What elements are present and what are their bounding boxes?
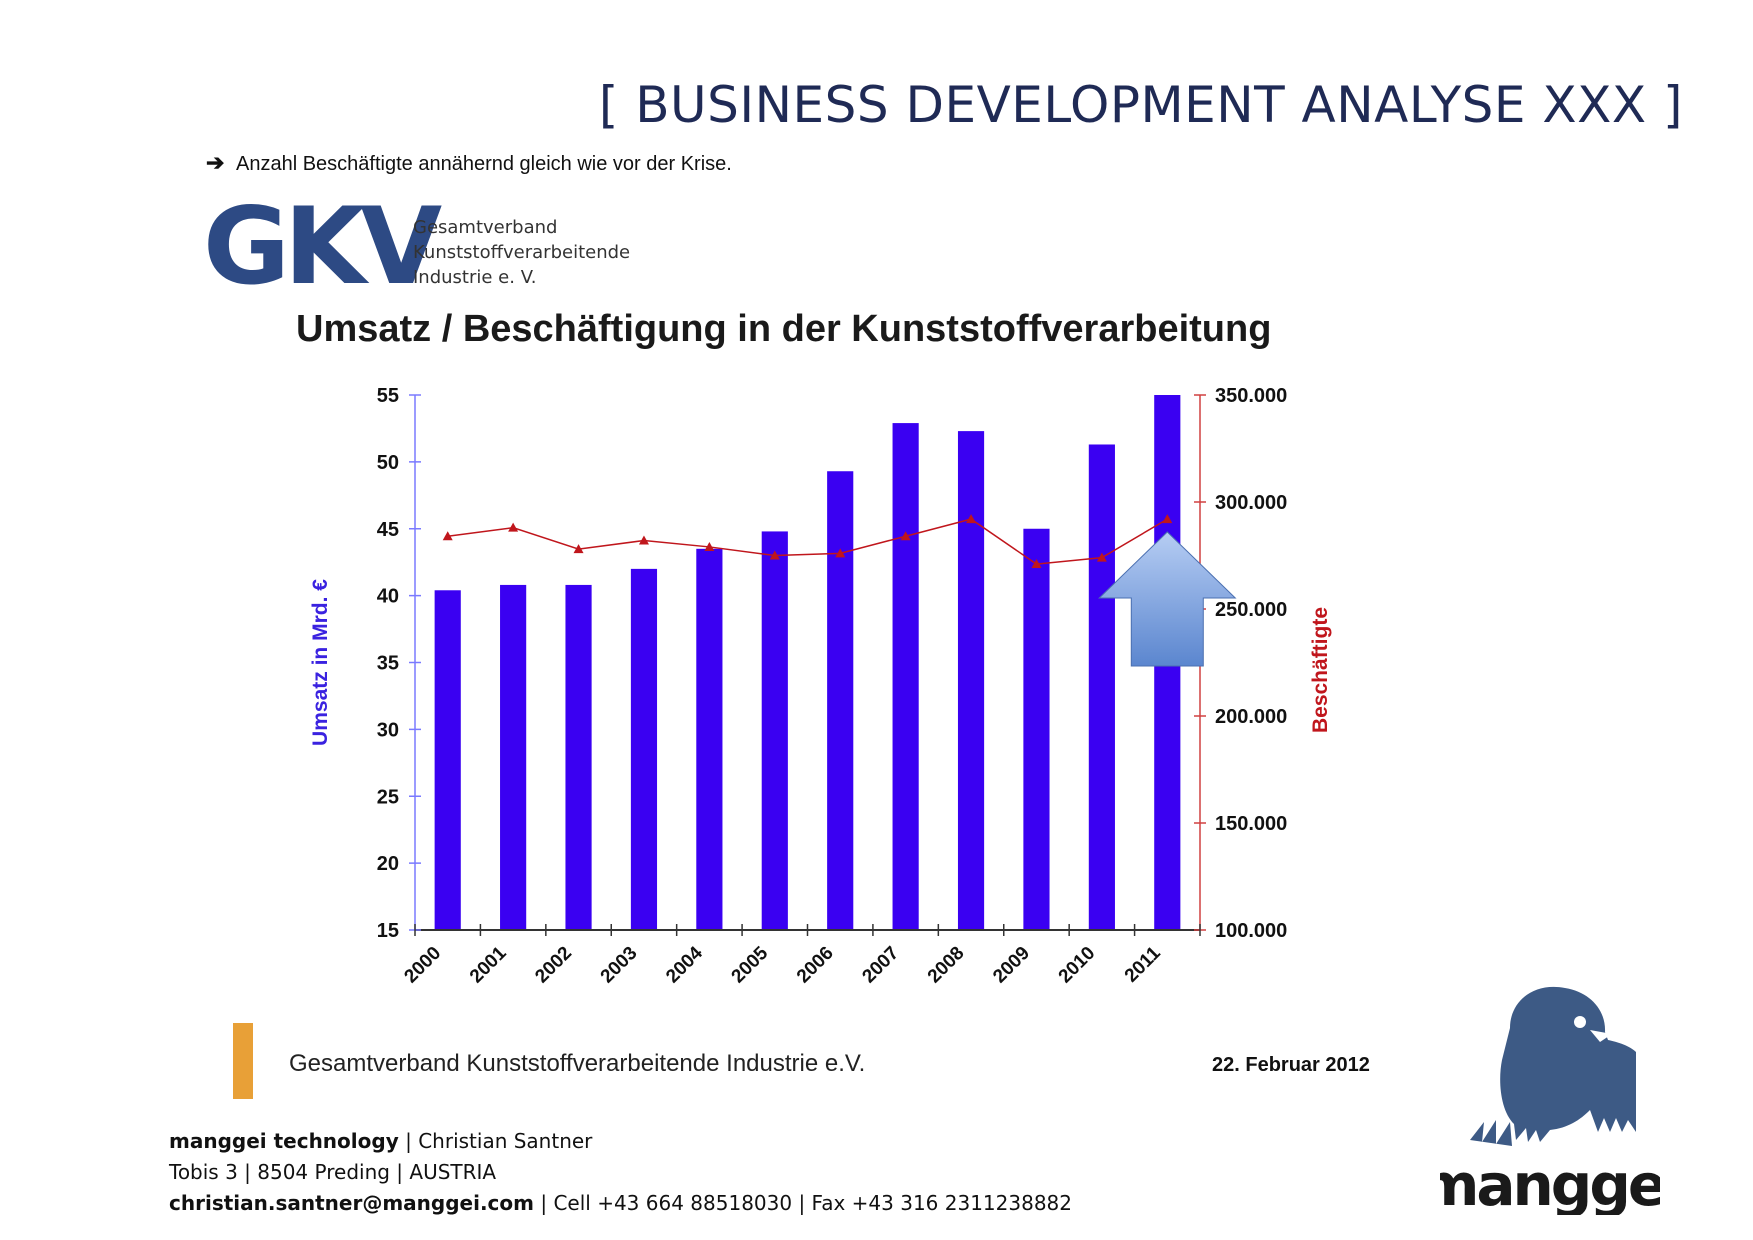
bar-2000 xyxy=(434,590,461,930)
gkv-logo-text: GKV xyxy=(203,185,442,295)
gkv-name: Gesamtverband Kunststoffverarbeitende In… xyxy=(413,215,630,290)
bar-2002 xyxy=(565,584,592,930)
point-2008 xyxy=(966,514,977,524)
gkv-name-line2: Kunststoffverarbeitende xyxy=(413,242,631,263)
arrow-right-icon: ➔ xyxy=(206,150,225,175)
y-right-tick-label-1: 150.000 xyxy=(1215,813,1287,835)
gkv-logo: GKV xyxy=(203,185,448,295)
bar-2010 xyxy=(1088,444,1115,930)
y-tick-label-15: 15 xyxy=(377,920,399,942)
x-tick-label-2001: 2001 xyxy=(466,942,511,987)
x-tick-label-2005: 2005 xyxy=(728,942,773,987)
manggei-logo: manggei xyxy=(1440,986,1660,1215)
point-2011 xyxy=(1162,514,1173,524)
beaver-mascot-icon xyxy=(1500,986,1636,1142)
point-2010 xyxy=(1096,552,1107,562)
source-date: 22. Februar 2012 xyxy=(1212,1054,1370,1076)
footer-company: manggei technology xyxy=(169,1129,399,1153)
bar-2003 xyxy=(630,568,658,930)
point-2000 xyxy=(442,531,453,541)
y-right-tick-label-3: 250.000 xyxy=(1215,599,1287,621)
x-tick-label-2010: 2010 xyxy=(1055,943,1100,988)
y-tick-label-25: 25 xyxy=(377,786,399,808)
x-tick-label-2003: 2003 xyxy=(597,943,642,988)
manggei-logo-text: manggei xyxy=(1440,1151,1660,1215)
y-tick-label-45: 45 xyxy=(377,519,399,541)
bullet-point: ➔ Anzahl Beschäftigte annähernd gleich wi… xyxy=(206,150,732,176)
bullet-text: Anzahl Beschäftigte annähernd gleich wie… xyxy=(236,153,732,175)
line-beschaeftigte xyxy=(447,518,1168,565)
footer-person: Christian Santner xyxy=(418,1129,593,1153)
point-2005 xyxy=(769,550,780,560)
y-tick-label-40: 40 xyxy=(377,586,399,608)
footer-contact: manggei technology | Christian Santner T… xyxy=(169,1129,1072,1215)
point-2001 xyxy=(508,522,519,532)
x-tick-label-2007: 2007 xyxy=(858,943,903,988)
bar-2004 xyxy=(696,548,723,930)
page-header-title: [ BUSINESS DEVELOPMENT ANALYSE XXX ] xyxy=(598,76,1683,134)
point-2009 xyxy=(1031,559,1042,569)
footer-address: Tobis 3 | 8504 Preding | AUSTRIA xyxy=(169,1160,497,1184)
bar-2007 xyxy=(892,423,919,930)
point-2004 xyxy=(704,541,715,551)
y-right-tick-label-2: 200.000 xyxy=(1215,706,1287,728)
chart-title: Umsatz / Beschäftigung in der Kunststoff… xyxy=(296,308,1272,350)
gkv-name-line1: Gesamtverband xyxy=(413,217,558,238)
x-tick-label-2004: 2004 xyxy=(662,942,707,987)
chart: 15 20 25 30 35 40 45 50 55 100.000 150.000 200.000 2… xyxy=(309,385,1332,988)
x-tick-label-2009: 2009 xyxy=(989,943,1034,988)
footer-phone: Cell +43 664 88518030 | Fax +43 316 2311… xyxy=(553,1191,1072,1215)
source-text: Gesamtverband Kunststoffverarbeitende In… xyxy=(289,1050,866,1077)
x-tick-label-2000: 2000 xyxy=(400,943,445,988)
y-tick-label-55: 55 xyxy=(377,385,399,407)
bar-2005 xyxy=(761,531,788,930)
up-arrow-icon xyxy=(1098,531,1237,667)
point-2007 xyxy=(900,531,911,541)
y-tick-label-20: 20 xyxy=(377,853,399,875)
footer-email[interactable]: christian.santner@manggei.com xyxy=(169,1191,534,1215)
y-tick-label-50: 50 xyxy=(377,452,399,474)
y-tick-label-35: 35 xyxy=(377,653,399,675)
point-2003 xyxy=(638,535,649,545)
source-accent-bar xyxy=(233,1023,253,1099)
y-right-tick-label-4: 300.000 xyxy=(1215,492,1287,514)
y-axis-title-left: Umsatz in Mrd. € xyxy=(309,579,332,746)
y-axis-title-right: Beschäftigte xyxy=(1309,607,1332,733)
point-2002 xyxy=(573,544,584,554)
y-right-tick-label-5: 350.000 xyxy=(1215,385,1287,407)
bar-2006 xyxy=(827,471,854,930)
bar-2009 xyxy=(1023,528,1050,930)
y-tick-label-30: 30 xyxy=(377,719,399,741)
y-right-tick-label-0: 100.000 xyxy=(1215,920,1287,942)
x-tick-label-2008: 2008 xyxy=(924,943,969,988)
bar-2001 xyxy=(500,584,527,930)
point-2006 xyxy=(835,548,846,558)
x-tick-label-2011: 2011 xyxy=(1121,942,1165,986)
x-tick-label-2002: 2002 xyxy=(531,943,576,988)
x-tick-label-2006: 2006 xyxy=(793,943,838,988)
gkv-name-line3: Industrie e. V. xyxy=(413,267,537,288)
bar-2008 xyxy=(957,431,985,930)
